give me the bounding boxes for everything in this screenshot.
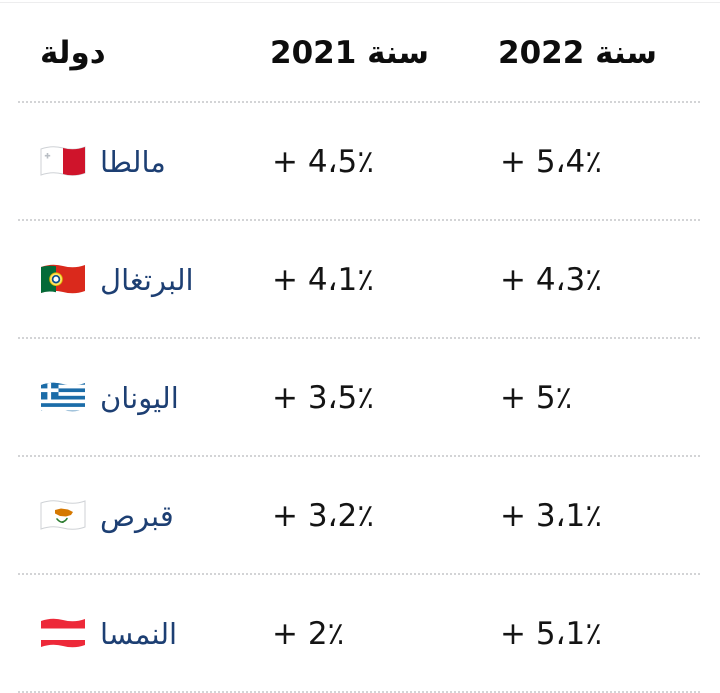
value-year-2021: + 2٪ (272, 615, 345, 652)
country-link[interactable]: مالطا (18, 145, 166, 179)
value-year-2022: + 5٪ (500, 379, 573, 416)
country-link[interactable]: قبرص (18, 499, 174, 533)
flag-cyprus-icon (40, 500, 86, 530)
value-year-2021: + 4،5٪ (272, 143, 374, 180)
value-year-2021: + 3،5٪ (272, 379, 374, 416)
flag-greece-icon (41, 382, 85, 412)
country-link[interactable]: اليونان (18, 381, 179, 415)
cell-year-2021: + 3،5٪ (268, 379, 498, 416)
flag-malta-icon (40, 146, 86, 176)
comparison-table: دولة سنة 2021 سنة 2022 (0, 3, 720, 693)
column-header-year-2021: سنة 2021 (270, 35, 430, 71)
header-cell-year-2021: سنة 2021 (268, 35, 498, 71)
cell-year-2022: + 3،1٪ (498, 497, 702, 534)
value-year-2022: + 3،1٪ (500, 497, 602, 534)
header-cell-country: دولة (18, 35, 268, 71)
country-name: قبرص (100, 498, 174, 533)
cell-country: مالطا (18, 145, 268, 179)
cell-country: البرتغال (18, 263, 268, 297)
table-header-row: دولة سنة 2021 سنة 2022 (0, 3, 720, 103)
value-year-2022: + 4،3٪ (500, 261, 602, 298)
header-cell-year-2022: سنة 2022 (498, 35, 702, 71)
table-row: النمسا + 2٪ + 5،1٪ (0, 575, 720, 693)
cell-year-2022: + 5٪ (498, 379, 702, 416)
value-year-2021: + 4،1٪ (272, 261, 374, 298)
country-link[interactable]: البرتغال (18, 263, 194, 297)
cell-country: اليونان (18, 381, 268, 415)
value-year-2022: + 5،4٪ (500, 143, 602, 180)
value-year-2022: + 5،1٪ (500, 615, 602, 652)
cell-year-2021: + 4،1٪ (268, 261, 498, 298)
country-name: اليونان (100, 380, 179, 415)
column-header-country: دولة (40, 35, 106, 71)
cell-year-2022: + 5،4٪ (498, 143, 702, 180)
cell-year-2022: + 5،1٪ (498, 615, 702, 652)
flag-portugal-icon (41, 264, 85, 294)
cell-country: النمسا (18, 617, 268, 651)
country-name: مالطا (100, 144, 166, 179)
table-row: قبرص + 3،2٪ + 3،1٪ (0, 457, 720, 575)
cell-year-2021: + 2٪ (268, 615, 498, 652)
country-name: النمسا (100, 616, 178, 651)
country-link[interactable]: النمسا (18, 617, 177, 651)
cell-year-2022: + 4،3٪ (498, 261, 702, 298)
flag-austria-icon (41, 618, 85, 648)
value-year-2021: + 3،2٪ (272, 497, 374, 534)
country-name: البرتغال (100, 262, 194, 297)
cell-year-2021: + 4،5٪ (268, 143, 498, 180)
table-row: مالطا + 4،5٪ + 5،4٪ (0, 103, 720, 221)
cell-year-2021: + 3،2٪ (268, 497, 498, 534)
table-row: البرتغال + 4،1٪ + 4،3٪ (0, 221, 720, 339)
column-header-year-2022: سنة 2022 (498, 35, 658, 71)
cell-country: قبرص (18, 499, 268, 533)
top-hairline (0, 2, 720, 3)
table-row: اليونان + 3،5٪ + 5٪ (0, 339, 720, 457)
